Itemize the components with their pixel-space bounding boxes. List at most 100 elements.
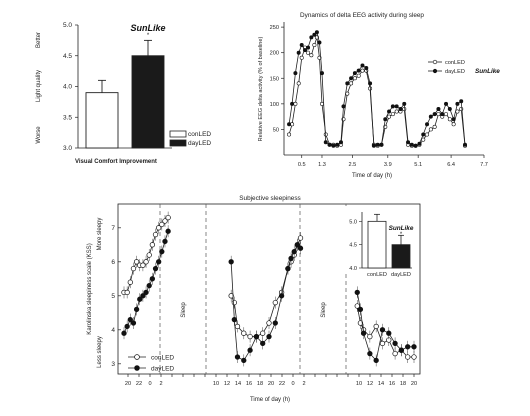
- eeg-point-conLED: [319, 101, 324, 106]
- eeg-point-dayLED: [394, 104, 399, 109]
- eeg-legend-label-conLED: conLED: [445, 60, 465, 66]
- kss-point-dayLED: [137, 296, 143, 302]
- kss-legend-marker-conLED: [134, 354, 140, 360]
- bar-y-tick-label: 3.0: [63, 145, 72, 152]
- bar-significance: *: [147, 33, 150, 39]
- bar-y-tick-label: 3.5: [63, 114, 72, 121]
- kss-x-tick-label: 18: [257, 381, 263, 387]
- eeg-point-conLED: [447, 117, 452, 122]
- eeg-point-conLED: [349, 81, 354, 86]
- kss-sleep-label-1: Sleep: [181, 302, 187, 318]
- kss-point-dayLED: [152, 265, 159, 272]
- kss-inset-category-conLED: conLED: [367, 272, 387, 278]
- kss-legend-marker-dayLED: [134, 365, 140, 371]
- kss-x-tick-label: 18: [400, 381, 406, 387]
- eeg-point-dayLED: [364, 66, 369, 71]
- kss-point-dayLED: [411, 344, 417, 350]
- kss-point-dayLED: [133, 306, 140, 313]
- kss-point-dayLED: [159, 248, 165, 255]
- kss-point-conLED: [133, 259, 140, 265]
- kss-x-tick-label: 22: [279, 381, 285, 387]
- visual-comfort-chart: 3.0 3.5 4.0 4.5 5.0 Light quality Better Wor…: [36, 22, 211, 165]
- kss-point-conLED: [241, 330, 247, 336]
- kss-point-conLED: [130, 265, 137, 272]
- eeg-point-conLED: [293, 101, 298, 106]
- kss-point-dayLED: [278, 293, 285, 299]
- kss-title: Subjective sleepiness: [239, 195, 300, 202]
- eeg-point-dayLED: [319, 71, 324, 76]
- eeg-point-dayLED: [312, 32, 317, 37]
- eeg-point-dayLED: [327, 142, 332, 147]
- kss-x-tick-label: 14: [235, 381, 241, 387]
- eeg-point-dayLED: [459, 99, 464, 104]
- kss-point-conLED: [272, 299, 278, 306]
- kss-point-dayLED: [373, 357, 379, 364]
- eeg-point-dayLED: [451, 117, 456, 122]
- kss-x-tick-label: 0: [148, 381, 151, 387]
- eeg-point-dayLED: [413, 143, 418, 148]
- kss-line-conLED: [230, 237, 301, 338]
- eeg-point-conLED: [428, 127, 433, 132]
- eeg-point-dayLED: [341, 104, 346, 109]
- eeg-line-conLED: [288, 37, 466, 147]
- kss-x-tick-label: 10: [356, 381, 362, 387]
- eeg-point-dayLED: [331, 143, 336, 148]
- kss-x-tick-label: 12: [224, 381, 230, 387]
- kss-inset-bar-conLED: [367, 220, 387, 269]
- kss-point-dayLED: [162, 238, 168, 245]
- kss-x-tick-label: 2: [159, 381, 162, 387]
- kss-x-tick-label: 20: [125, 381, 131, 387]
- eeg-point-dayLED: [356, 68, 361, 73]
- kss-inset-bar-dayLED: [391, 244, 411, 269]
- bar-y-tick-label: 5.0: [63, 22, 72, 29]
- kss-point-dayLED: [165, 228, 171, 234]
- eeg-point-conLED: [306, 50, 311, 55]
- kss-inset-brand: SunLike: [389, 225, 414, 232]
- kss-point-dayLED: [241, 357, 247, 364]
- bar-legend-label-dayLED: dayLED: [188, 140, 211, 147]
- bar-y-label: Light quality: [36, 70, 42, 102]
- kss-point-conLED: [146, 252, 152, 258]
- eeg-point-dayLED: [398, 106, 403, 111]
- kss-point-conLED: [367, 333, 373, 340]
- kss-point-dayLED: [367, 350, 373, 357]
- kss-point-dayLED: [146, 282, 152, 289]
- kss-point-dayLED: [156, 259, 162, 265]
- kss-point-dayLED: [386, 330, 392, 336]
- kss-y-tick-label: 3: [111, 361, 115, 368]
- kss-point-conLED: [297, 235, 304, 241]
- kss-y-label: Karolinska sleepiness scale (KSS): [87, 243, 93, 334]
- kss-point-conLED: [165, 214, 171, 221]
- kss-point-conLED: [247, 333, 253, 340]
- eeg-point-dayLED: [360, 63, 365, 68]
- kss-point-conLED: [140, 262, 146, 268]
- eeg-point-dayLED: [338, 140, 343, 145]
- eeg-point-conLED: [387, 114, 392, 119]
- eeg-point-dayLED: [387, 109, 392, 114]
- kss-point-dayLED: [231, 316, 237, 323]
- bar-x-label: Visual Comfort Improvement: [75, 159, 157, 165]
- eeg-point-dayLED: [314, 30, 319, 35]
- kss-x-tick-label: 0: [291, 381, 294, 387]
- eeg-title: Dynamics of delta EEG activity during sl…: [300, 12, 424, 19]
- eeg-point-dayLED: [299, 43, 304, 48]
- eeg-x-tick-label: 5.1: [414, 162, 422, 168]
- eeg-point-dayLED: [309, 35, 314, 40]
- kss-less-sleepy: Less sleepy: [97, 336, 103, 368]
- kss-point-dayLED: [140, 293, 146, 299]
- eeg-point-conLED: [394, 109, 399, 114]
- kss-point-conLED: [231, 299, 237, 306]
- bar-y-tick-label: 4.5: [63, 53, 72, 60]
- eeg-point-dayLED: [290, 101, 295, 106]
- eeg-point-dayLED: [444, 101, 449, 106]
- eeg-point-conLED: [299, 55, 304, 60]
- eeg-y-tick-label: 250: [270, 25, 279, 31]
- eeg-point-conLED: [312, 43, 317, 48]
- kss-point-dayLED: [379, 327, 386, 333]
- eeg-point-dayLED: [447, 106, 452, 111]
- kss-point-dayLED: [291, 248, 297, 255]
- eeg-point-dayLED: [349, 76, 354, 81]
- kss-point-conLED: [149, 242, 156, 248]
- kss-line-dayLED: [230, 244, 301, 361]
